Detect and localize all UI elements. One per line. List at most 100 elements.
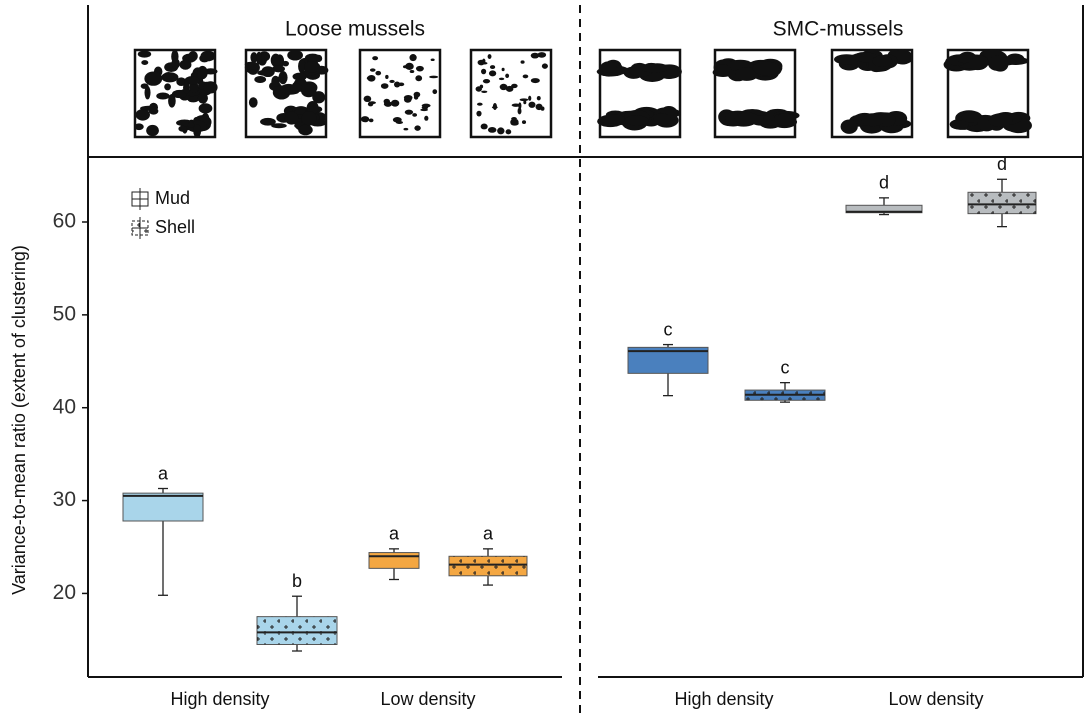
mussel-blob bbox=[600, 61, 616, 73]
y-axis-label: Variance-to-mean ratio (extent of cluste… bbox=[9, 245, 29, 595]
mussel-blob bbox=[488, 127, 497, 133]
mussel-blob bbox=[641, 64, 667, 72]
mussel-blob bbox=[260, 118, 276, 126]
mussel-blob bbox=[163, 72, 173, 81]
mussel-blob bbox=[414, 125, 420, 130]
mussel-blob bbox=[179, 60, 191, 70]
mussel-blob bbox=[200, 51, 215, 62]
mussel-blob bbox=[410, 70, 415, 73]
mussel-blob bbox=[178, 126, 186, 132]
mussel-blob bbox=[988, 56, 1005, 71]
mussel-blob bbox=[416, 66, 424, 72]
box-pattern bbox=[449, 556, 527, 576]
mussel-blob bbox=[279, 71, 288, 84]
significance-letter: a bbox=[158, 463, 169, 483]
significance-letter: c bbox=[664, 319, 673, 339]
mussel-blob bbox=[261, 66, 274, 77]
mussel-blob bbox=[384, 101, 392, 106]
mussel-blob bbox=[415, 75, 422, 81]
mussel-blob bbox=[490, 65, 495, 69]
mussel-blob bbox=[753, 61, 780, 75]
mussel-blob bbox=[156, 92, 169, 99]
mussel-blob bbox=[488, 54, 492, 59]
mussel-blob bbox=[134, 123, 143, 130]
mussel-blob bbox=[361, 116, 369, 122]
mussel-blob bbox=[477, 103, 483, 106]
mussel-blob bbox=[149, 103, 158, 112]
mussel-blob bbox=[405, 110, 413, 115]
mussel-blob bbox=[502, 68, 505, 71]
mussel-blob bbox=[500, 84, 508, 90]
mussel-blob bbox=[146, 125, 159, 136]
mussel-blob bbox=[141, 60, 148, 65]
mussel-blob bbox=[282, 61, 289, 67]
mussel-blob bbox=[481, 91, 487, 93]
mussel-blob bbox=[188, 51, 198, 61]
mussel-blob bbox=[432, 89, 437, 94]
mussel-blob bbox=[368, 101, 375, 104]
mussel-blob bbox=[431, 58, 435, 61]
mussel-blob bbox=[481, 69, 486, 75]
mussel-blob bbox=[271, 76, 279, 87]
mussel-blob bbox=[531, 78, 540, 83]
x-tick-label: High density bbox=[170, 689, 269, 709]
mussel-blob bbox=[301, 85, 317, 98]
y-tick-label: 40 bbox=[53, 395, 76, 418]
x-tick-label: Low density bbox=[888, 689, 983, 709]
mussel-blob bbox=[405, 63, 414, 70]
mussel-blob bbox=[171, 58, 180, 69]
mussel-blob bbox=[429, 76, 438, 79]
mussel-blob bbox=[420, 109, 428, 111]
mussel-blob bbox=[499, 78, 504, 80]
mussel-blob bbox=[873, 55, 893, 66]
significance-letter: b bbox=[292, 571, 302, 591]
mussel-blob bbox=[389, 80, 394, 83]
mussel-blob bbox=[424, 116, 428, 121]
mussel-blob bbox=[599, 115, 625, 124]
mussel-blob bbox=[391, 102, 394, 106]
mussel-blob bbox=[375, 71, 381, 75]
panel-title: SMC-mussels bbox=[773, 18, 904, 41]
significance-letter: d bbox=[879, 173, 889, 193]
mussel-blob bbox=[505, 74, 509, 78]
mussel-blob bbox=[522, 120, 526, 124]
mussel-blob bbox=[542, 63, 548, 68]
mussel-blob bbox=[528, 102, 535, 108]
mussel-blob bbox=[528, 96, 531, 101]
mussel-blob bbox=[409, 54, 416, 61]
mussel-blob bbox=[481, 124, 488, 130]
mussel-blob bbox=[138, 51, 151, 58]
mussel-blob bbox=[398, 83, 404, 87]
mussel-blob bbox=[497, 127, 504, 134]
mussel-blob bbox=[364, 96, 372, 102]
mussel-blob bbox=[145, 86, 151, 100]
mussel-blob bbox=[393, 117, 402, 123]
mussel-blob bbox=[775, 114, 796, 126]
mussel-blob bbox=[367, 76, 374, 80]
box-pattern bbox=[968, 192, 1036, 213]
mussel-blob bbox=[197, 66, 207, 79]
significance-letter: d bbox=[997, 154, 1007, 174]
mussel-blob bbox=[523, 74, 529, 78]
mussel-blob bbox=[541, 106, 545, 110]
significance-letter: a bbox=[483, 524, 494, 544]
mussel-blob bbox=[304, 61, 320, 72]
mussel-blob bbox=[204, 81, 218, 93]
mussel-blob bbox=[293, 73, 308, 81]
mussel-blob bbox=[249, 97, 258, 107]
box bbox=[123, 493, 203, 521]
mussel-blob bbox=[407, 98, 413, 101]
mussel-blob bbox=[381, 83, 389, 89]
mussel-blob bbox=[372, 56, 378, 60]
y-tick-label: 30 bbox=[53, 488, 76, 511]
mussel-blob bbox=[476, 86, 482, 91]
mussel-blob bbox=[290, 84, 303, 93]
mussel-blob bbox=[493, 103, 497, 110]
mussel-blob bbox=[198, 93, 208, 104]
mussel-blob bbox=[734, 113, 760, 125]
mussel-blob bbox=[164, 83, 171, 90]
y-tick-label: 20 bbox=[53, 581, 76, 604]
mussel-images bbox=[134, 49, 1032, 138]
mussel-blob bbox=[715, 64, 732, 76]
mussel-blob bbox=[422, 104, 431, 108]
